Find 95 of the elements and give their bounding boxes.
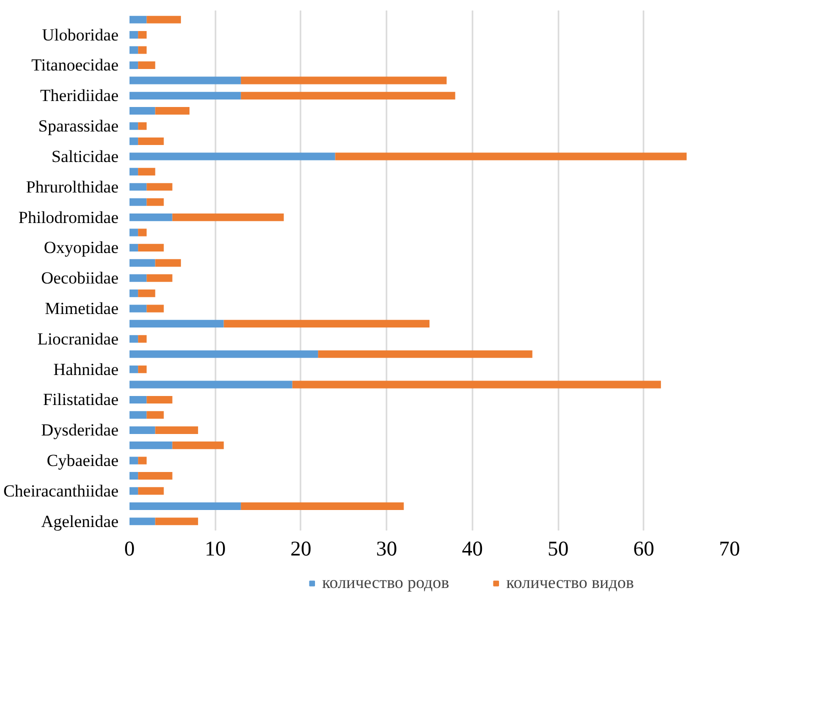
bar <box>138 335 147 343</box>
y-tick-label: Dysderidae <box>41 420 119 440</box>
bar <box>155 426 198 434</box>
x-tick-label: 50 <box>548 536 569 560</box>
bar <box>130 366 138 374</box>
bar <box>146 183 172 191</box>
bar <box>130 502 241 510</box>
y-tick-label: Hahnidae <box>53 360 119 379</box>
bar <box>155 259 181 267</box>
y-tick-label: Philodromidae <box>18 208 119 227</box>
bar <box>138 456 147 464</box>
bar <box>130 46 138 54</box>
bar <box>172 213 284 222</box>
bar <box>146 411 164 419</box>
x-tick-label: 30 <box>376 536 398 560</box>
bar <box>138 61 156 70</box>
bar <box>130 107 156 115</box>
legend-label: количество видов <box>506 573 634 593</box>
bar <box>146 304 164 312</box>
bar <box>130 472 138 480</box>
bar <box>130 259 156 267</box>
bar <box>138 31 147 39</box>
bar <box>130 213 172 222</box>
bar <box>130 518 156 526</box>
bar <box>138 244 164 252</box>
bar <box>130 76 241 84</box>
bar <box>130 31 138 39</box>
bar <box>130 304 147 312</box>
bar <box>130 152 336 160</box>
bar <box>138 366 147 374</box>
bar <box>172 442 224 450</box>
bar <box>292 380 661 388</box>
bar <box>130 16 147 24</box>
bar <box>146 396 172 404</box>
y-tick-label: Oecobiidae <box>41 268 118 288</box>
bar <box>146 16 181 24</box>
bar <box>130 320 224 328</box>
bar <box>130 380 292 388</box>
bar <box>130 274 147 282</box>
legend-label: количество родов <box>322 573 450 593</box>
x-tick-label: 0 <box>124 536 135 560</box>
bar <box>130 92 241 100</box>
bar <box>224 320 430 328</box>
bar <box>130 61 138 70</box>
bar <box>130 198 147 206</box>
bar <box>130 335 138 343</box>
bar <box>130 183 147 191</box>
y-tick-label: Phrurolthidae <box>26 177 119 196</box>
y-tick-label: Salticidae <box>51 146 118 166</box>
bar <box>146 198 164 206</box>
bar <box>130 396 147 404</box>
bar <box>240 502 404 510</box>
x-tick-label: 10 <box>204 536 226 560</box>
bar <box>155 518 198 526</box>
bar <box>138 472 172 480</box>
bar <box>138 487 164 495</box>
bar <box>138 137 164 146</box>
bar <box>138 290 156 298</box>
bar <box>138 46 147 54</box>
y-tick-label: Filistatidae <box>42 390 118 410</box>
y-tick-label: Agelenidae <box>41 512 118 531</box>
bar <box>130 426 156 434</box>
bar <box>130 168 138 176</box>
x-tick-label: 60 <box>633 536 654 560</box>
bar <box>130 244 138 252</box>
y-tick-label: Liocranidae <box>37 329 119 348</box>
x-tick-label: 20 <box>290 536 312 560</box>
bar <box>335 152 687 160</box>
y-tick-label: Cybaeidae <box>46 451 119 470</box>
bar <box>130 122 138 130</box>
x-tick-label: 70 <box>719 536 740 560</box>
y-tick-label: Mimetidae <box>44 299 119 318</box>
bar <box>130 442 172 450</box>
y-tick-label: Cheiracanthiidae <box>3 481 119 500</box>
y-tick-label: Uloboridae <box>42 25 119 44</box>
bar <box>130 456 138 464</box>
y-tick-label: Sparassidae <box>38 116 119 136</box>
y-tick-label: Oxyopidae <box>44 238 119 258</box>
bar <box>318 350 532 358</box>
bar <box>130 487 138 495</box>
y-tick-label: Theridiidae <box>40 86 119 106</box>
x-tick-label: 40 <box>462 536 483 560</box>
bar <box>130 350 318 358</box>
y-tick-label: Titanoecidae <box>31 56 119 75</box>
bar <box>130 411 147 419</box>
bar <box>240 76 447 84</box>
bar <box>130 137 138 146</box>
bar <box>130 228 138 236</box>
bar <box>138 228 147 236</box>
bar <box>155 107 190 115</box>
bar <box>138 168 156 176</box>
bar <box>240 92 456 100</box>
bar <box>130 290 138 298</box>
bar <box>146 274 172 282</box>
bar <box>138 122 147 130</box>
